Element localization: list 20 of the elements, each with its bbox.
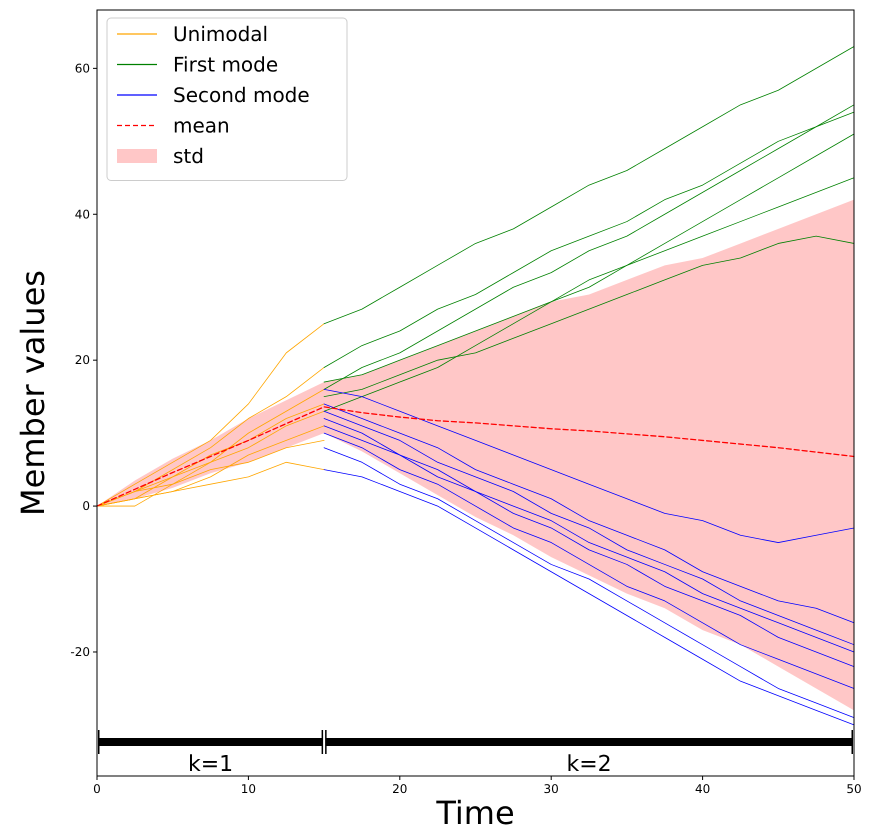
x-axis-title: Time [435, 794, 515, 832]
x-tick-label: 40 [694, 782, 710, 796]
annotation: k=1 [188, 752, 234, 777]
y-tick-label: -20 [70, 644, 90, 659]
y-tick-label: 40 [74, 207, 90, 222]
x-tick-label: 20 [392, 782, 408, 796]
annotation: k=2 [566, 752, 612, 777]
legend-label: First mode [173, 52, 278, 76]
y-axis-title: Member values [14, 270, 52, 516]
x-tick-label: 50 [846, 782, 862, 796]
x-tick-label: 30 [544, 782, 559, 796]
legend-label: mean [173, 114, 230, 138]
y-tick-label: 0 [82, 499, 90, 514]
y-tick-label: 20 [74, 353, 90, 368]
x-tick-label: 0 [93, 782, 101, 796]
x-tick-label: 10 [240, 782, 256, 796]
legend-label: Unimodal [173, 22, 268, 46]
annotation: std [173, 144, 204, 168]
legend-label: Second mode [173, 83, 310, 107]
y-tick-label: 60 [74, 61, 90, 76]
